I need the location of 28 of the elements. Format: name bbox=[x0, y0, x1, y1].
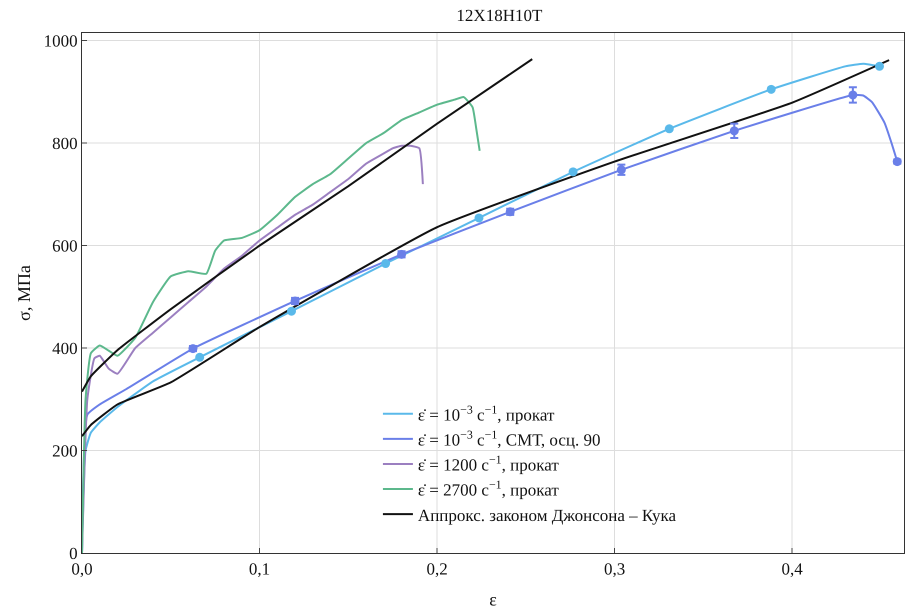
legend-label: Аппрокс. законом Джонсона – Кука bbox=[418, 506, 676, 525]
point bbox=[474, 213, 484, 222]
y-tick-label: 1000 bbox=[44, 32, 78, 51]
point bbox=[730, 126, 739, 136]
legend-label: ε̇ = 2700 с$^{−1}$, прокат bbox=[418, 478, 560, 500]
point bbox=[286, 306, 296, 316]
point bbox=[875, 62, 884, 71]
point bbox=[381, 259, 390, 268]
legend-label: ε̇ = 1200 с$^{−1}$, прокат bbox=[418, 452, 560, 475]
line-series bbox=[82, 58, 534, 393]
y-tick-label: 400 bbox=[52, 339, 78, 358]
point bbox=[848, 90, 858, 100]
x-tick-label: 0,4 bbox=[782, 559, 804, 578]
point bbox=[568, 167, 578, 176]
y-axis-title: σ, МПа bbox=[14, 265, 34, 321]
chart-title: 12X18H10T bbox=[456, 6, 543, 26]
x-tick-label: 0,1 bbox=[248, 559, 270, 578]
point bbox=[195, 352, 204, 362]
y-tick-label: 800 bbox=[52, 134, 78, 154]
legend-label: ε̇ = 10$^{−3}$ с$^{−1}$, прокат bbox=[418, 402, 555, 424]
x-tick-label: 0,2 bbox=[426, 559, 448, 578]
legend-label: ε̇ = 10$^{−3}$ с$^{−1}$, СМТ, осц. 90 bbox=[418, 427, 600, 450]
point bbox=[766, 84, 776, 94]
point bbox=[664, 124, 674, 134]
x-tick-label: 0,3 bbox=[604, 559, 626, 578]
y-tick-label: 200 bbox=[52, 441, 78, 460]
y-tick-label: 600 bbox=[52, 236, 78, 256]
x-axis-title: ε bbox=[489, 590, 498, 610]
